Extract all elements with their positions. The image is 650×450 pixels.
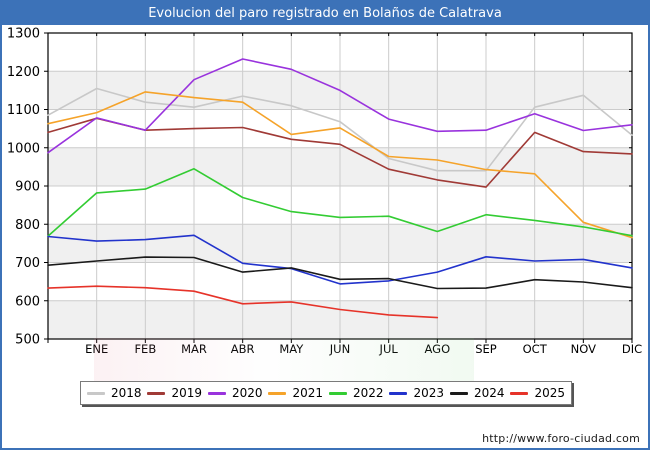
legend-swatch-2021 bbox=[268, 391, 287, 395]
legend-swatch-2024 bbox=[449, 391, 468, 395]
legend-swatch-2022 bbox=[328, 391, 347, 395]
x-axis-label-ENE: ENE bbox=[85, 342, 108, 356]
x-axis-label-JUN: JUN bbox=[329, 342, 350, 356]
series-line-2021 bbox=[47, 91, 633, 239]
series-line-2018 bbox=[47, 87, 633, 172]
y-axis-label-1300: 1300 bbox=[7, 27, 40, 42]
legend-item-2021: 2021 bbox=[268, 386, 323, 400]
x-axis-label-AGO: AGO bbox=[425, 342, 451, 356]
y-axis-label-1000: 1000 bbox=[7, 141, 40, 156]
legend-label-2019: 2019 bbox=[171, 386, 202, 400]
legend-item-2018: 2018 bbox=[86, 386, 142, 400]
x-axis-label-MAR: MAR bbox=[181, 342, 207, 356]
y-axis-label-1200: 1200 bbox=[7, 65, 40, 80]
x-axis-label-JUL: JUL bbox=[379, 342, 399, 356]
series-line-2025 bbox=[47, 285, 439, 319]
legend-item-2019: 2019 bbox=[147, 386, 202, 400]
legend-swatch-2025 bbox=[510, 391, 529, 395]
series-line-2020 bbox=[47, 58, 633, 154]
legend-item-2024: 2024 bbox=[449, 386, 505, 400]
legend-item-2020: 2020 bbox=[207, 386, 263, 400]
series-line-2022 bbox=[47, 168, 633, 237]
y-axis-label-900: 900 bbox=[15, 180, 40, 195]
legend-swatch-2019 bbox=[147, 391, 166, 395]
legend-swatch-2020 bbox=[207, 391, 226, 395]
legend-swatch-2023 bbox=[389, 391, 408, 395]
series-line-2024 bbox=[47, 256, 633, 290]
x-axis-label-MAY: MAY bbox=[279, 342, 304, 356]
legend-label-2021: 2021 bbox=[292, 386, 323, 400]
y-axis-label-500: 500 bbox=[15, 333, 40, 348]
x-axis-label-NOV: NOV bbox=[571, 342, 596, 356]
series-line-2023 bbox=[47, 234, 633, 285]
legend-label-2023: 2023 bbox=[413, 386, 444, 400]
x-axis-label-ABR: ABR bbox=[231, 342, 255, 356]
legend-label-2022: 2022 bbox=[352, 386, 384, 400]
legend-item-2025: 2025 bbox=[510, 386, 565, 400]
x-axis-label-OCT: OCT bbox=[523, 342, 548, 356]
x-axis-label-DIC: DIC bbox=[622, 342, 642, 356]
x-axis-label-FEB: FEB bbox=[134, 342, 156, 356]
y-axis-label-600: 600 bbox=[15, 294, 40, 309]
y-axis-label-800: 800 bbox=[15, 218, 40, 233]
y-axis-label-700: 700 bbox=[15, 256, 40, 271]
footer-url-link[interactable]: http://www.foro-ciudad.com bbox=[482, 432, 640, 445]
legend-item-2023: 2023 bbox=[389, 386, 444, 400]
y-axis-label-1100: 1100 bbox=[7, 103, 40, 118]
legend-label-2018: 2018 bbox=[110, 386, 142, 400]
legend-label-2024: 2024 bbox=[473, 386, 505, 400]
legend-label-2025: 2025 bbox=[534, 386, 565, 400]
legend-item-2022: 2022 bbox=[328, 386, 384, 400]
x-axis-label-SEP: SEP bbox=[475, 342, 497, 356]
page-title: Evolucion del paro registrado en Bolaños… bbox=[2, 2, 648, 25]
legend-label-2020: 2020 bbox=[231, 386, 263, 400]
legend-swatch-2018 bbox=[86, 391, 105, 395]
chart-legend: 2018 2019 2020 2021 2022 2023 2024 2025 bbox=[80, 381, 572, 405]
